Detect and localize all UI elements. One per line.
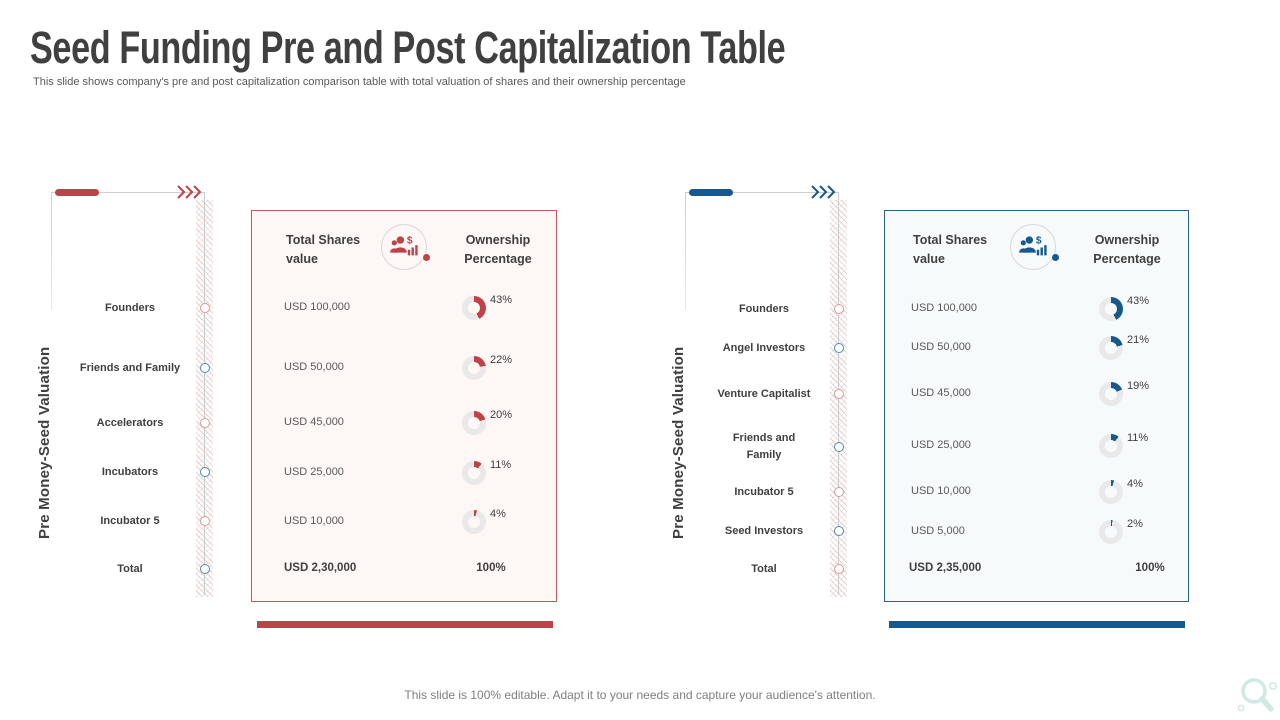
svg-text:$: $ xyxy=(1036,235,1042,246)
pre-row-label: Accelerators xyxy=(96,417,164,429)
pre-band-line xyxy=(204,192,205,595)
donut-chart xyxy=(462,411,486,435)
shares-value: USD 45,000 xyxy=(911,387,971,399)
ownership-pct: 22% xyxy=(490,354,513,366)
post-underline-bar xyxy=(889,621,1185,628)
total-shares-value: USD 2,30,000 xyxy=(284,562,357,574)
post-row-label: Angel Investors xyxy=(722,342,806,354)
magnifier-watermark-icon xyxy=(1237,678,1277,712)
post-row-label: Venture Capitalist xyxy=(717,388,811,400)
ownership-pct: 2% xyxy=(1127,518,1143,530)
pre-capitalization-table: Total Shares value $ Ownership Percentag… xyxy=(251,210,557,602)
team-dollar-growth-glyph: $ xyxy=(1019,235,1047,256)
icon-ring xyxy=(1010,224,1056,270)
ownership-pct: 4% xyxy=(1127,478,1143,490)
page-subtitle: This slide shows company's pre and post … xyxy=(33,76,686,88)
donut-chart xyxy=(1099,434,1123,458)
donut-chart xyxy=(1099,297,1123,321)
ownership-pct: 20% xyxy=(490,409,513,421)
timeline-dot xyxy=(834,487,844,497)
total-shares-header: Total Shares value xyxy=(913,233,988,266)
shares-value: USD 50,000 xyxy=(284,361,344,373)
icon-accent-dot xyxy=(1052,254,1059,261)
timeline-dot xyxy=(834,564,844,574)
pre-row-label: Incubators xyxy=(101,466,159,478)
ownership-pct: 11% xyxy=(1127,432,1149,444)
total-shares-header: Total Shares value xyxy=(286,233,361,266)
post-row-label: Friends and Family xyxy=(732,432,796,461)
post-axis-label: Pre Money-Seed Valuation xyxy=(670,346,687,539)
timeline-dot xyxy=(200,303,210,313)
shares-value: USD 10,000 xyxy=(284,515,344,527)
post-row-label: Seed Investors xyxy=(724,525,804,537)
ownership-header: Ownership Percentage xyxy=(1093,233,1161,266)
post-row-label: Total xyxy=(751,563,777,575)
team-dollar-growth-icon: $ xyxy=(378,221,430,273)
post-bracket-hline xyxy=(685,192,838,193)
pre-row-label: Total xyxy=(117,563,143,575)
ownership-pct: 11% xyxy=(490,459,512,471)
shares-value: USD 50,000 xyxy=(911,341,971,353)
total-ownership-pct: 100% xyxy=(476,562,506,574)
footer-note: This slide is 100% editable. Adapt it to… xyxy=(404,688,876,702)
donut-chart xyxy=(1099,382,1123,406)
pre-row-label: Friends and Family xyxy=(79,362,181,374)
pre-row-label: Incubator 5 xyxy=(100,515,160,527)
timeline-dot xyxy=(834,304,844,314)
donut-chart xyxy=(462,356,486,380)
shares-value: USD 5,000 xyxy=(911,525,965,537)
total-shares-value: USD 2,35,000 xyxy=(909,562,982,574)
page-title: Seed Funding Pre and Post Capitalization… xyxy=(30,22,786,73)
timeline-dot xyxy=(834,526,844,536)
chevron-right-icon xyxy=(177,185,202,199)
pre-bracket-hline xyxy=(51,192,204,193)
timeline-dot xyxy=(200,418,210,428)
shares-value: USD 100,000 xyxy=(911,302,978,314)
ownership-pct: 4% xyxy=(490,508,506,520)
shares-value: USD 10,000 xyxy=(911,485,971,497)
donut-chart xyxy=(462,510,486,534)
svg-text:$: $ xyxy=(407,235,413,246)
pre-axis-label: Pre Money-Seed Valuation xyxy=(36,346,53,539)
team-dollar-growth-glyph: $ xyxy=(390,235,418,256)
donut-chart xyxy=(1099,520,1123,544)
ownership-pct: 21% xyxy=(1127,334,1150,346)
timeline-dot xyxy=(834,442,844,452)
shares-value: USD 45,000 xyxy=(284,416,344,428)
icon-ring xyxy=(381,224,427,270)
team-dollar-growth-icon: $ xyxy=(1007,221,1059,273)
total-ownership-pct: 100% xyxy=(1135,562,1165,574)
icon-accent-dot xyxy=(423,254,430,261)
post-row-label: Founders xyxy=(738,303,790,315)
timeline-dot xyxy=(200,467,210,477)
donut-chart xyxy=(1099,480,1123,504)
chevron-right-icon xyxy=(811,185,836,199)
post-bracket-vline xyxy=(685,192,686,310)
ownership-pct: 43% xyxy=(1127,295,1150,307)
shares-value: USD 25,000 xyxy=(284,466,344,478)
timeline-dot xyxy=(834,389,844,399)
timeline-dot xyxy=(834,343,844,353)
post-row-label: Incubator 5 xyxy=(734,486,794,498)
post-accent-dash xyxy=(689,189,733,196)
timeline-dot xyxy=(200,516,210,526)
donut-chart xyxy=(462,461,486,485)
donut-chart xyxy=(462,296,486,320)
post-capitalization-table: Total Shares value $ Ownership Percentag… xyxy=(884,210,1189,602)
ownership-pct: 19% xyxy=(1127,380,1150,392)
timeline-dot xyxy=(200,363,210,373)
ownership-pct: 43% xyxy=(490,294,513,306)
timeline-dot xyxy=(200,564,210,574)
pre-row-label: Founders xyxy=(104,302,156,314)
ownership-header: Ownership Percentage xyxy=(464,233,532,266)
shares-value: USD 25,000 xyxy=(911,439,971,451)
pre-accent-dash xyxy=(55,189,99,196)
donut-chart xyxy=(1099,336,1123,360)
pre-underline-bar xyxy=(257,621,553,628)
shares-value: USD 100,000 xyxy=(284,301,351,313)
pre-bracket-vline xyxy=(51,192,52,310)
